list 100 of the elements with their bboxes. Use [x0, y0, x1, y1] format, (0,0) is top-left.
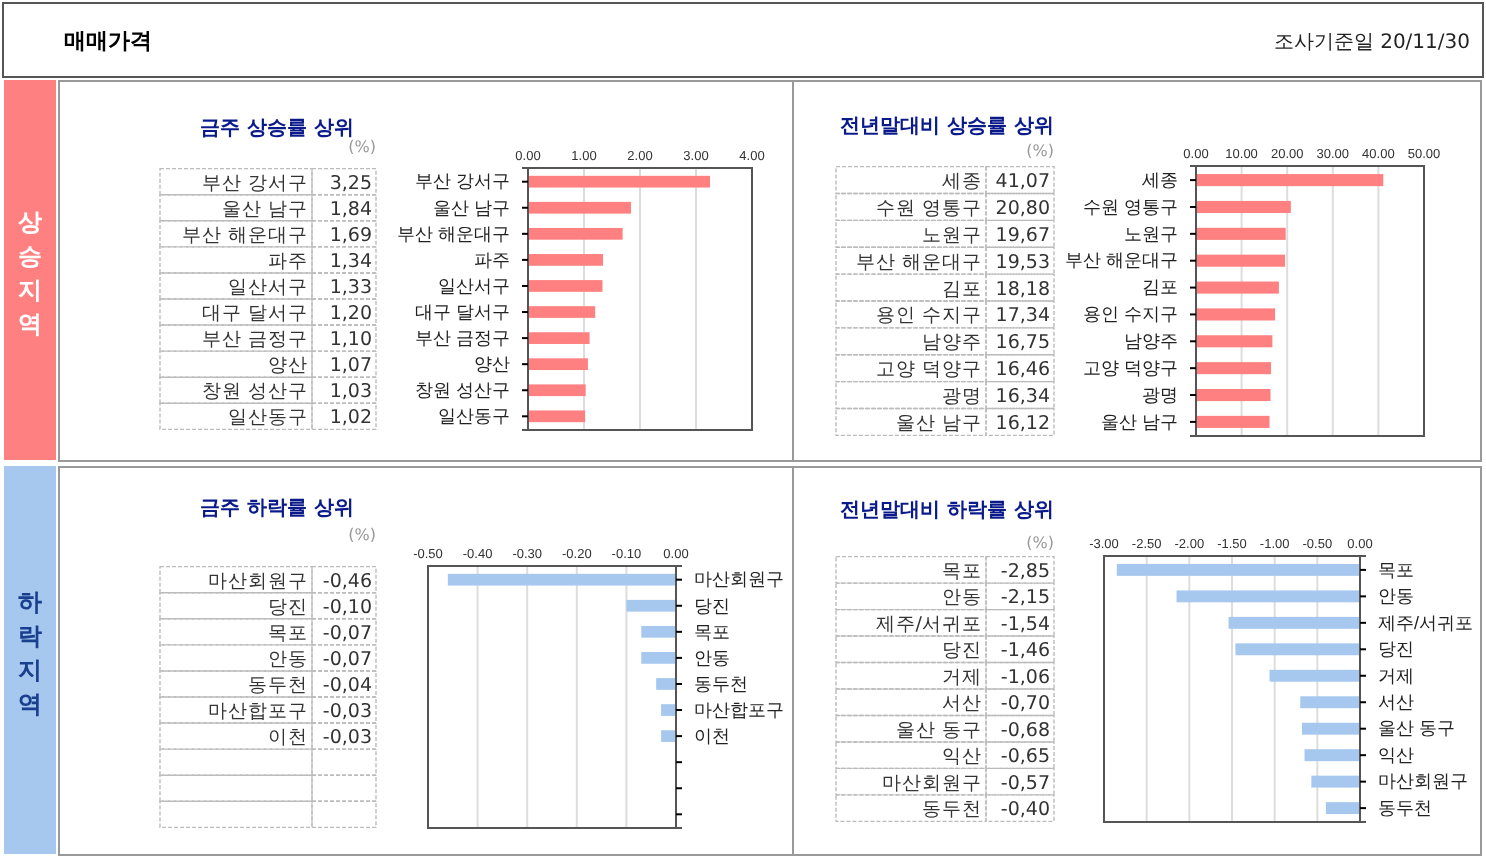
data-label: 1,84: [329, 198, 372, 221]
category-label: 일산동구: [228, 407, 308, 430]
data-label: -1,46: [1000, 640, 1050, 663]
category-label: 마산회원구: [208, 570, 308, 593]
data-label: 1,69: [329, 224, 372, 247]
bar: [1196, 281, 1279, 294]
category-label: 수원 영통구: [875, 197, 982, 220]
data-label: 1,07: [329, 355, 372, 378]
y-tick-label: 세종: [1142, 169, 1178, 190]
y-tick-label: 부산 강서구: [414, 171, 510, 192]
y-tick-label: 당진: [1378, 639, 1414, 660]
category-label: 울산 동구: [895, 719, 982, 742]
y-tick-label: 창원 성산구: [414, 380, 510, 400]
category-label: 부산 강서구: [201, 172, 308, 195]
bar: [528, 280, 603, 292]
category-label: 창원 성산구: [201, 381, 308, 404]
text: 하락지역: [18, 588, 42, 718]
data-label: 1,33: [329, 276, 372, 299]
bar: [1196, 308, 1276, 321]
bar: [1196, 200, 1291, 214]
data-label: -0,68: [1000, 719, 1050, 742]
text: 금주 상승률 상위: [200, 118, 354, 140]
data-label: 1,03: [329, 381, 372, 404]
category-label: 익산: [942, 746, 982, 769]
category-label: 거제: [942, 666, 982, 689]
category-label: 제주/서귀포: [875, 613, 982, 636]
category-label: 고양 덕양구: [875, 359, 982, 382]
data-label: 19,53: [995, 251, 1050, 274]
data-label: 18,18: [995, 278, 1050, 301]
category-label: 안동: [942, 587, 982, 610]
chart-title: 금주 하락률 상위: [200, 498, 354, 520]
category-label: 대구 달서구: [201, 303, 308, 326]
y-tick-label: 노원구: [1124, 223, 1178, 244]
category-label: 노원구: [922, 224, 982, 247]
bar: [528, 254, 604, 266]
category-label: 김포: [942, 278, 982, 301]
bar: [528, 201, 632, 214]
bar: [528, 306, 596, 318]
category-label: 양산: [268, 355, 308, 378]
category-label: 마산회원구: [882, 772, 982, 795]
bar: [528, 227, 623, 240]
y-tick-label: 마산합포구: [694, 699, 784, 720]
y-tick-label: 일산서구: [438, 275, 510, 296]
category-label: 광명: [942, 386, 982, 409]
category-label: 서산: [942, 693, 982, 716]
data-label: -0,07: [322, 648, 372, 671]
y-tick-label: 목포: [1378, 559, 1414, 580]
y-tick-label: 이천: [694, 725, 730, 746]
data-label: -0,07: [322, 622, 372, 645]
data-label: 3,25: [329, 172, 372, 195]
data-label: -2,85: [1000, 560, 1050, 583]
bar: [1196, 362, 1272, 375]
data-label: 1,20: [329, 303, 372, 326]
text: 전년말대비 상승률 상위: [840, 116, 1054, 138]
bar: [1196, 174, 1384, 187]
category-label: 목포: [942, 560, 982, 583]
data-label: -0,04: [322, 674, 372, 697]
category-label: 부산 해운대구: [181, 224, 308, 247]
y-tick-label: 제주/서귀포: [1378, 612, 1474, 633]
data-label: -0,03: [322, 727, 372, 750]
category-label: 세종: [942, 171, 982, 194]
data-label: -0,46: [322, 570, 372, 593]
y-tick-label: 동두천: [1378, 797, 1432, 818]
bar: [1196, 388, 1271, 402]
category-label: 동두천: [922, 799, 982, 822]
data-label: 16,34: [995, 386, 1050, 409]
text: 상승지역: [16, 208, 42, 338]
y-tick-label: 안동: [1378, 586, 1414, 607]
y-tick-label: 부산 금정구: [414, 327, 510, 348]
data-label: 19,67: [995, 224, 1050, 247]
category-label: 목포: [268, 622, 308, 645]
y-tick-label: 부산 해운대구: [396, 223, 510, 244]
y-tick-label: 익산: [1378, 744, 1414, 765]
category-label: 안동: [268, 648, 308, 671]
data-label: 17,34: [995, 305, 1050, 328]
y-tick-label: 마산회원구: [1378, 771, 1468, 792]
category-label: 부산 금정구: [201, 329, 308, 352]
data-label: 16,75: [995, 332, 1050, 355]
category-label: 마산합포구: [208, 701, 308, 724]
data-label: -0,40: [1000, 799, 1050, 822]
data-label: -0,70: [1000, 693, 1050, 716]
y-tick-label: 목포: [694, 621, 730, 642]
data-label: 1,10: [329, 329, 372, 352]
category-label: 일산서구: [228, 276, 308, 299]
category-label: 동두천: [248, 674, 308, 697]
y-tick-label: 용인 수지구: [1082, 304, 1178, 325]
text: 매매가격: [64, 28, 152, 54]
category-label: 파주: [268, 250, 308, 273]
data-label: 16,46: [995, 359, 1050, 382]
text: (%): [348, 526, 376, 544]
y-tick-label: 대구 달서구: [414, 301, 510, 322]
data-label: 16,12: [995, 412, 1050, 435]
y-tick-label: 수원 영통구: [1082, 196, 1178, 217]
y-tick-label: 고양 덕양구: [1082, 357, 1178, 378]
data-label: 20,80: [995, 197, 1050, 220]
category-label: 울산 남구: [221, 198, 308, 221]
bar: [528, 410, 586, 423]
data-label: 1,34: [329, 250, 372, 273]
y-tick-label: 당진: [694, 595, 730, 616]
data-label: -1,54: [1000, 613, 1050, 636]
